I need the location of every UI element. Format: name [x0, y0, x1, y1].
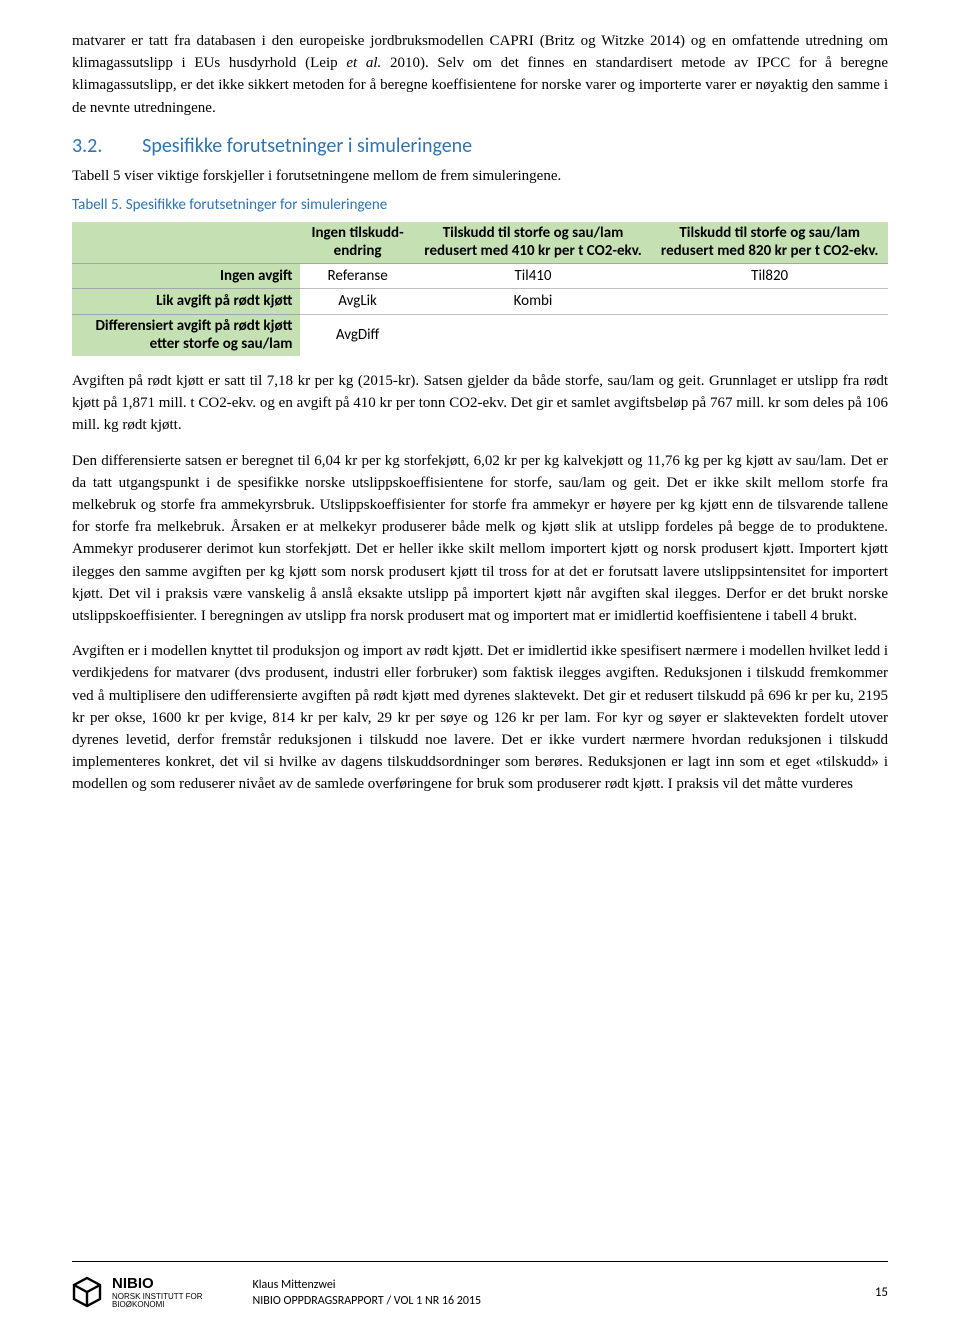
cell: AvgDiff — [300, 314, 414, 356]
paragraph-4: Den differensierte satsen er beregnet ti… — [72, 450, 888, 628]
header-col1: Ingen tilskudd-endring — [300, 222, 414, 264]
page-footer: NIBIO NORSK INSTITUTT FOR BIOØKONOMI Kla… — [0, 1261, 960, 1310]
footer-report: NIBIO OPPDRAGSRAPPORT / VOL 1 NR 16 2015 — [253, 1293, 482, 1309]
cell — [651, 289, 888, 314]
footer-meta: Klaus Mittenzwei NIBIO OPPDRAGSRAPPORT /… — [253, 1277, 482, 1309]
cell — [415, 314, 652, 356]
paragraph-3: Avgiften på rødt kjøtt er satt til 7,18 … — [72, 370, 888, 437]
cell: Til820 — [651, 264, 888, 289]
table-row: Differensiert avgift på rødt kjøtt etter… — [72, 314, 888, 356]
cell: Kombi — [415, 289, 652, 314]
section-title: Spesifikke forutsetninger i simuleringen… — [142, 134, 472, 158]
row-label: Ingen avgift — [72, 264, 300, 289]
page-number: 15 — [875, 1283, 888, 1302]
section-number: 3.2. — [72, 134, 102, 158]
table-caption: Tabell 5. Spesifikke forutsetninger for … — [72, 194, 888, 216]
logo-text-block: NIBIO NORSK INSTITUTT FOR BIOØKONOMI — [112, 1276, 203, 1309]
row-label: Lik avgift på rødt kjøtt — [72, 289, 300, 314]
table-row: Ingen avgift Referanse Til410 Til820 — [72, 264, 888, 289]
nibio-logo-icon — [72, 1276, 102, 1310]
assumptions-table: Ingen tilskudd-endring Tilskudd til stor… — [72, 222, 888, 356]
row-label: Differensiert avgift på rødt kjøtt etter… — [72, 314, 300, 356]
logo-subtitle-2: BIOØKONOMI — [112, 1301, 203, 1309]
header-col2: Tilskudd til storfe og sau/lam redusert … — [415, 222, 652, 264]
footer-author: Klaus Mittenzwei — [253, 1277, 482, 1293]
paragraph-intro: matvarer er tatt fra databasen i den eur… — [72, 30, 888, 119]
footer-divider — [72, 1261, 888, 1262]
paragraph-table-intro: Tabell 5 viser viktige forskjeller i for… — [72, 165, 888, 187]
cell: Referanse — [300, 264, 414, 289]
table-header-row: Ingen tilskudd-endring Tilskudd til stor… — [72, 222, 888, 264]
cell — [651, 314, 888, 356]
paragraph-5: Avgiften er i modellen knyttet til produ… — [72, 640, 888, 795]
logo-name: NIBIO — [112, 1276, 203, 1293]
cell: AvgLik — [300, 289, 414, 314]
table-row: Lik avgift på rødt kjøtt AvgLik Kombi — [72, 289, 888, 314]
header-blank — [72, 222, 300, 264]
section-heading: 3.2. Spesifikke forutsetninger i simuler… — [72, 132, 888, 162]
p1-em: et al. — [346, 55, 381, 71]
header-col3: Tilskudd til storfe og sau/lam redusert … — [651, 222, 888, 264]
cell: Til410 — [415, 264, 652, 289]
